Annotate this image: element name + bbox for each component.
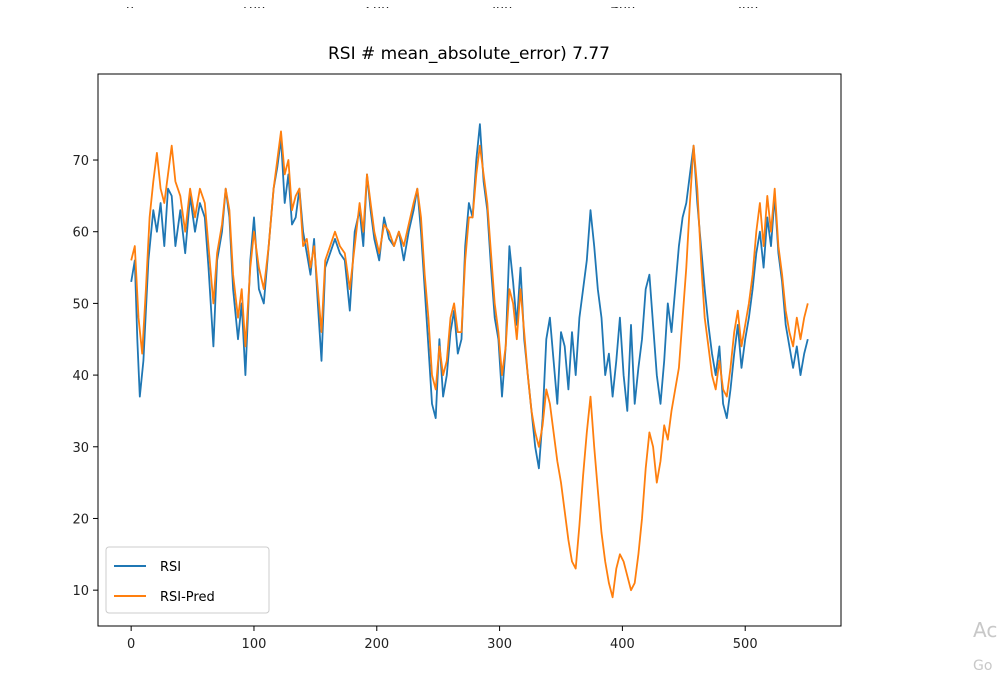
legend: RSI RSI-Pred	[105, 546, 270, 614]
x-tick-label: 500	[733, 637, 758, 652]
legend-label-rsi: RSI	[160, 560, 181, 575]
y-tick-label: 10	[72, 584, 89, 599]
activation-watermark-line2: Go	[973, 658, 993, 674]
series-line-rsi-pred	[130, 130, 809, 599]
y-tick-label: 70	[72, 154, 89, 169]
x-tick-label: 200	[364, 637, 389, 652]
y-tick-label: 50	[72, 297, 89, 312]
chart-title: RSI # mean_absolute_error) 7.77	[328, 44, 610, 64]
plot-area	[97, 73, 842, 627]
axis-ticks: 0 100 200 300 400 500 10 20 30 40 50 60 70	[72, 154, 757, 652]
x-tick-label: 400	[610, 637, 635, 652]
y-tick-label: 40	[72, 369, 89, 384]
series-layer	[130, 123, 809, 599]
activation-watermark-line1: Ac	[973, 618, 998, 642]
y-tick-label: 60	[72, 226, 89, 241]
y-tick-label: 30	[72, 441, 89, 456]
x-tick-label: 0	[127, 637, 135, 652]
legend-box	[105, 546, 270, 614]
x-tick-label: 300	[487, 637, 512, 652]
y-tick-label: 20	[72, 512, 89, 527]
x-tick-label: 100	[242, 637, 267, 652]
legend-label-rsi-pred: RSI-Pred	[160, 590, 215, 605]
